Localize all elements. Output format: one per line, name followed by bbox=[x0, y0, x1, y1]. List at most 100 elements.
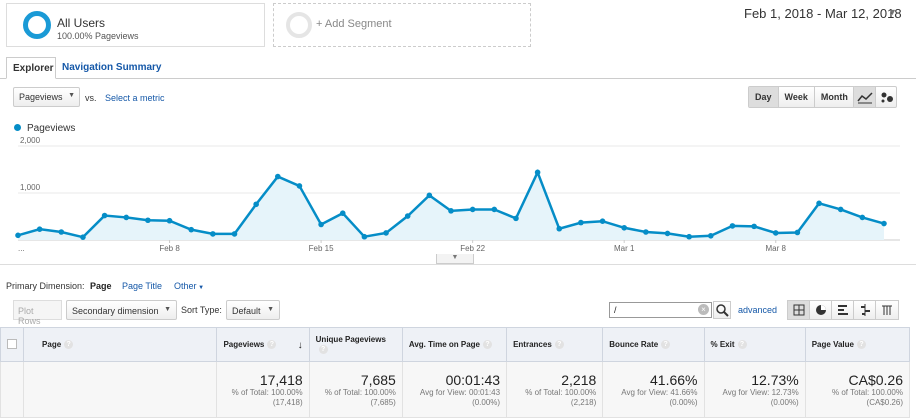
column-header-label: Unique Pageviews bbox=[315, 335, 386, 345]
data-point bbox=[837, 206, 844, 213]
term-cloud-icon[interactable] bbox=[876, 301, 898, 319]
week-button[interactable]: Week bbox=[779, 87, 815, 107]
help-icon[interactable]: ? bbox=[483, 340, 492, 350]
data-point bbox=[404, 213, 411, 219]
data-point bbox=[210, 231, 216, 237]
motion-chart-icon[interactable] bbox=[876, 87, 898, 107]
legend-dot-icon bbox=[14, 124, 21, 131]
sort-type-select[interactable]: Default ▼ bbox=[226, 300, 280, 320]
line-chart-icon[interactable] bbox=[854, 87, 876, 107]
data-point bbox=[621, 224, 627, 231]
data-point bbox=[556, 225, 563, 232]
data-table-icon[interactable] bbox=[788, 301, 810, 319]
data-point bbox=[58, 229, 65, 235]
x-tick-label: Feb 15 bbox=[309, 244, 334, 253]
data-point bbox=[383, 230, 389, 236]
help-icon[interactable]: ? bbox=[64, 340, 74, 350]
data-point bbox=[578, 219, 584, 226]
other-label: Other bbox=[174, 281, 197, 291]
tab-explorer[interactable]: Explorer bbox=[6, 57, 56, 79]
column-header-pageviews[interactable]: Pageviews? ↓ bbox=[216, 327, 310, 362]
data-point bbox=[253, 201, 259, 208]
select-all-cell bbox=[0, 327, 25, 362]
search-button[interactable] bbox=[713, 301, 731, 319]
primary-dimension-other[interactable]: Other ▼ bbox=[174, 281, 204, 291]
column-header-exit[interactable]: % Exit? bbox=[703, 327, 806, 362]
metric-select-value: Pageviews bbox=[19, 92, 63, 102]
primary-dimension-page-title[interactable]: Page Title bbox=[122, 281, 163, 291]
column-header-avg-time[interactable]: Avg. Time on Page? bbox=[401, 327, 508, 362]
help-icon[interactable]: ? bbox=[318, 344, 328, 354]
data-point bbox=[513, 215, 519, 222]
column-header-page-value[interactable]: Page Value? bbox=[804, 327, 911, 362]
data-point bbox=[664, 230, 671, 237]
data-point bbox=[231, 231, 238, 237]
help-icon[interactable]: ? bbox=[267, 340, 277, 350]
column-header-bounce-rate[interactable]: Bounce Rate? bbox=[602, 327, 705, 362]
data-point bbox=[318, 221, 324, 228]
chevron-down-icon[interactable]: ▼ bbox=[888, 7, 897, 17]
data-point bbox=[361, 233, 368, 240]
segment-ring-icon bbox=[23, 11, 51, 39]
column-header-label: Page Value bbox=[811, 339, 854, 349]
help-icon[interactable]: ? bbox=[737, 340, 747, 350]
select-metric-link[interactable]: Select a metric bbox=[105, 93, 165, 103]
month-button[interactable]: Month bbox=[820, 92, 848, 102]
secondary-dimension-select[interactable]: Secondary dimension ▼ bbox=[66, 300, 177, 320]
data-point bbox=[686, 233, 692, 240]
totals-empty-cell bbox=[0, 361, 25, 418]
column-header-label: Pageviews bbox=[223, 339, 265, 349]
totals-empty-cell bbox=[23, 361, 218, 418]
plot-rows-button[interactable]: Plot Rows bbox=[13, 300, 62, 326]
search-icon bbox=[716, 304, 729, 317]
y-tick-label: 2,000 bbox=[20, 136, 41, 145]
pageviews-chart[interactable]: 2,000 1,000... Feb 8 Feb 15 Feb 22 Mar 1 Mar 8 bbox=[0, 136, 916, 254]
column-header-label: Page bbox=[42, 339, 62, 349]
data-point bbox=[643, 229, 649, 235]
comparison-icon[interactable] bbox=[854, 301, 876, 319]
totals-pageviews: 17,418% of Total: 100.00% (17,418) bbox=[216, 361, 310, 418]
data-point bbox=[296, 183, 303, 189]
totals-row: 17,418% of Total: 100.00% (17,418) 7,685%… bbox=[0, 361, 911, 418]
data-point bbox=[491, 206, 498, 213]
x-tick-label: Mar 8 bbox=[766, 244, 787, 253]
bar-chart-icon[interactable] bbox=[832, 301, 854, 319]
chart-type-group bbox=[853, 86, 897, 108]
help-icon[interactable]: ? bbox=[554, 340, 564, 350]
date-range-picker[interactable]: Feb 1, 2018 - Mar 12, 2018 bbox=[744, 6, 902, 21]
column-header-unique-pageviews[interactable]: Unique Pageviews? bbox=[308, 327, 403, 362]
table-filter-input[interactable]: / bbox=[609, 302, 712, 318]
segment-all-users[interactable]: All Users 100.00% Pageviews bbox=[6, 3, 265, 47]
data-point bbox=[729, 223, 736, 229]
chart-collapse-handle[interactable]: ▼ bbox=[436, 254, 474, 264]
vs-label: vs. bbox=[85, 93, 97, 103]
clear-icon[interactable]: × bbox=[698, 304, 709, 315]
totals-unique-pageviews: 7,685% of Total: 100.00% (7,685) bbox=[308, 361, 403, 418]
tab-navigation-summary[interactable]: Navigation Summary bbox=[62, 62, 162, 73]
help-icon[interactable]: ? bbox=[856, 340, 866, 350]
data-point bbox=[166, 217, 173, 224]
data-point bbox=[469, 206, 476, 213]
totals-entrances: 2,218% of Total: 100.00% (2,218) bbox=[506, 361, 604, 418]
data-point bbox=[188, 226, 194, 233]
advanced-filter-link[interactable]: advanced bbox=[738, 305, 778, 315]
column-header-entrances[interactable]: Entrances? bbox=[506, 327, 604, 362]
column-header-label: Entrances bbox=[513, 339, 552, 349]
help-icon[interactable]: ? bbox=[661, 340, 671, 350]
data-point bbox=[448, 208, 454, 214]
column-header-label: Avg. Time on Page bbox=[408, 339, 480, 349]
column-header-page[interactable]: Page? bbox=[23, 327, 218, 362]
chevron-down-icon: ▼ bbox=[164, 306, 171, 313]
data-point bbox=[426, 192, 433, 199]
add-segment-button[interactable]: + Add Segment bbox=[273, 3, 531, 47]
data-point bbox=[339, 210, 346, 217]
data-point bbox=[80, 234, 86, 240]
select-all-checkbox[interactable] bbox=[7, 338, 18, 349]
period-button-group: Day Week Month bbox=[748, 86, 855, 108]
metric-select[interactable]: Pageviews ▼ bbox=[13, 87, 80, 107]
day-button[interactable]: Day bbox=[749, 87, 779, 107]
primary-dimension-page[interactable]: Page bbox=[90, 281, 112, 291]
primary-dimension-label: Primary Dimension: bbox=[6, 281, 85, 291]
secondary-dimension-label: Secondary dimension bbox=[72, 306, 159, 316]
pie-chart-icon[interactable] bbox=[810, 301, 832, 319]
